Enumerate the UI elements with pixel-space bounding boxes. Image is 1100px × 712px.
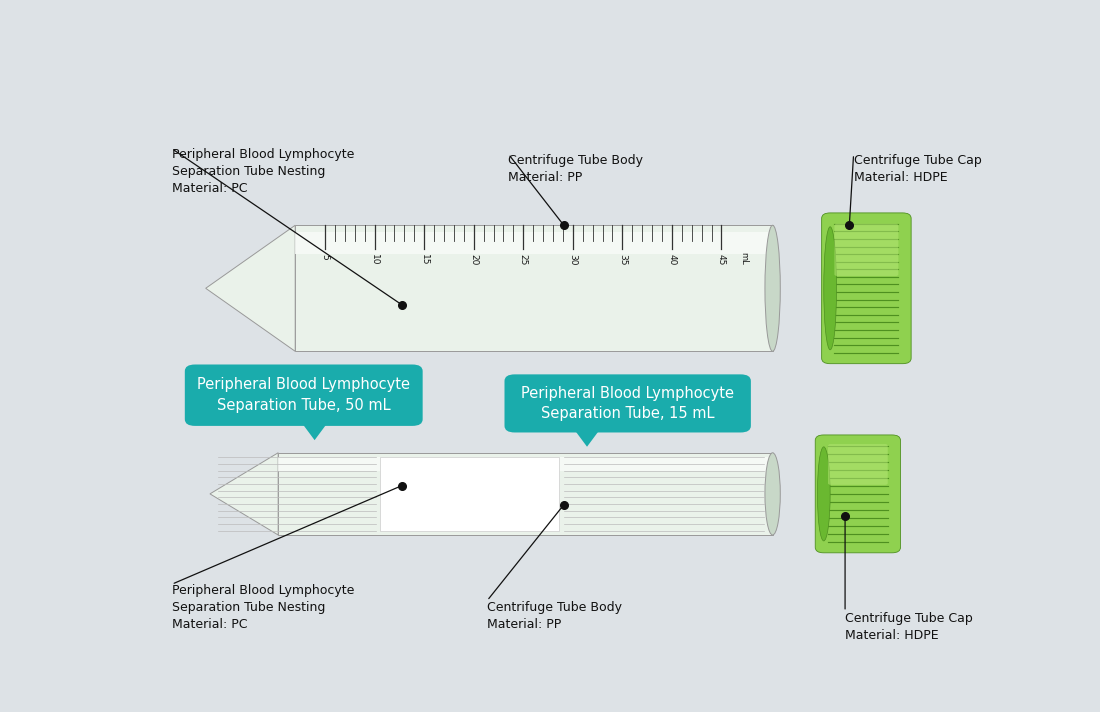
Ellipse shape (817, 447, 830, 541)
Text: 10: 10 (370, 253, 379, 265)
Polygon shape (210, 453, 278, 535)
Text: Peripheral Blood Lymphocyte
Separation Tube Nesting
Material: PC: Peripheral Blood Lymphocyte Separation T… (172, 585, 354, 632)
Ellipse shape (764, 453, 780, 535)
Text: 35: 35 (618, 253, 627, 265)
Polygon shape (296, 415, 333, 440)
FancyBboxPatch shape (822, 213, 911, 364)
FancyBboxPatch shape (278, 457, 772, 471)
FancyBboxPatch shape (505, 375, 751, 432)
Text: 40: 40 (668, 253, 676, 265)
FancyBboxPatch shape (295, 231, 772, 253)
Polygon shape (206, 225, 295, 351)
Text: Centrifuge Tube Cap
Material: HDPE: Centrifuge Tube Cap Material: HDPE (854, 154, 981, 184)
FancyBboxPatch shape (278, 453, 772, 535)
FancyBboxPatch shape (185, 365, 422, 426)
Text: 15: 15 (420, 253, 429, 265)
Text: Centrifuge Tube Body
Material: PP: Centrifuge Tube Body Material: PP (487, 601, 622, 631)
Text: Centrifuge Tube Body
Material: PP: Centrifuge Tube Body Material: PP (508, 154, 644, 184)
Text: 5: 5 (320, 253, 330, 259)
Text: 30: 30 (569, 253, 578, 265)
Ellipse shape (824, 227, 836, 350)
Text: Centrifuge Tube Cap
Material: HDPE: Centrifuge Tube Cap Material: HDPE (845, 612, 972, 642)
Polygon shape (569, 422, 606, 446)
FancyBboxPatch shape (295, 225, 772, 351)
Text: 45: 45 (717, 253, 726, 265)
Text: Peripheral Blood Lymphocyte
Separation Tube Nesting
Material: PC: Peripheral Blood Lymphocyte Separation T… (172, 149, 354, 196)
Text: Peripheral Blood Lymphocyte
Separation Tube, 15 mL: Peripheral Blood Lymphocyte Separation T… (521, 386, 734, 421)
FancyBboxPatch shape (828, 444, 888, 485)
Text: 25: 25 (519, 253, 528, 265)
Ellipse shape (764, 225, 780, 351)
Text: mL: mL (739, 253, 748, 266)
FancyBboxPatch shape (835, 224, 899, 276)
FancyBboxPatch shape (381, 457, 560, 530)
Text: Peripheral Blood Lymphocyte
Separation Tube, 50 mL: Peripheral Blood Lymphocyte Separation T… (197, 377, 410, 413)
Text: 20: 20 (470, 253, 478, 265)
FancyBboxPatch shape (815, 435, 901, 553)
